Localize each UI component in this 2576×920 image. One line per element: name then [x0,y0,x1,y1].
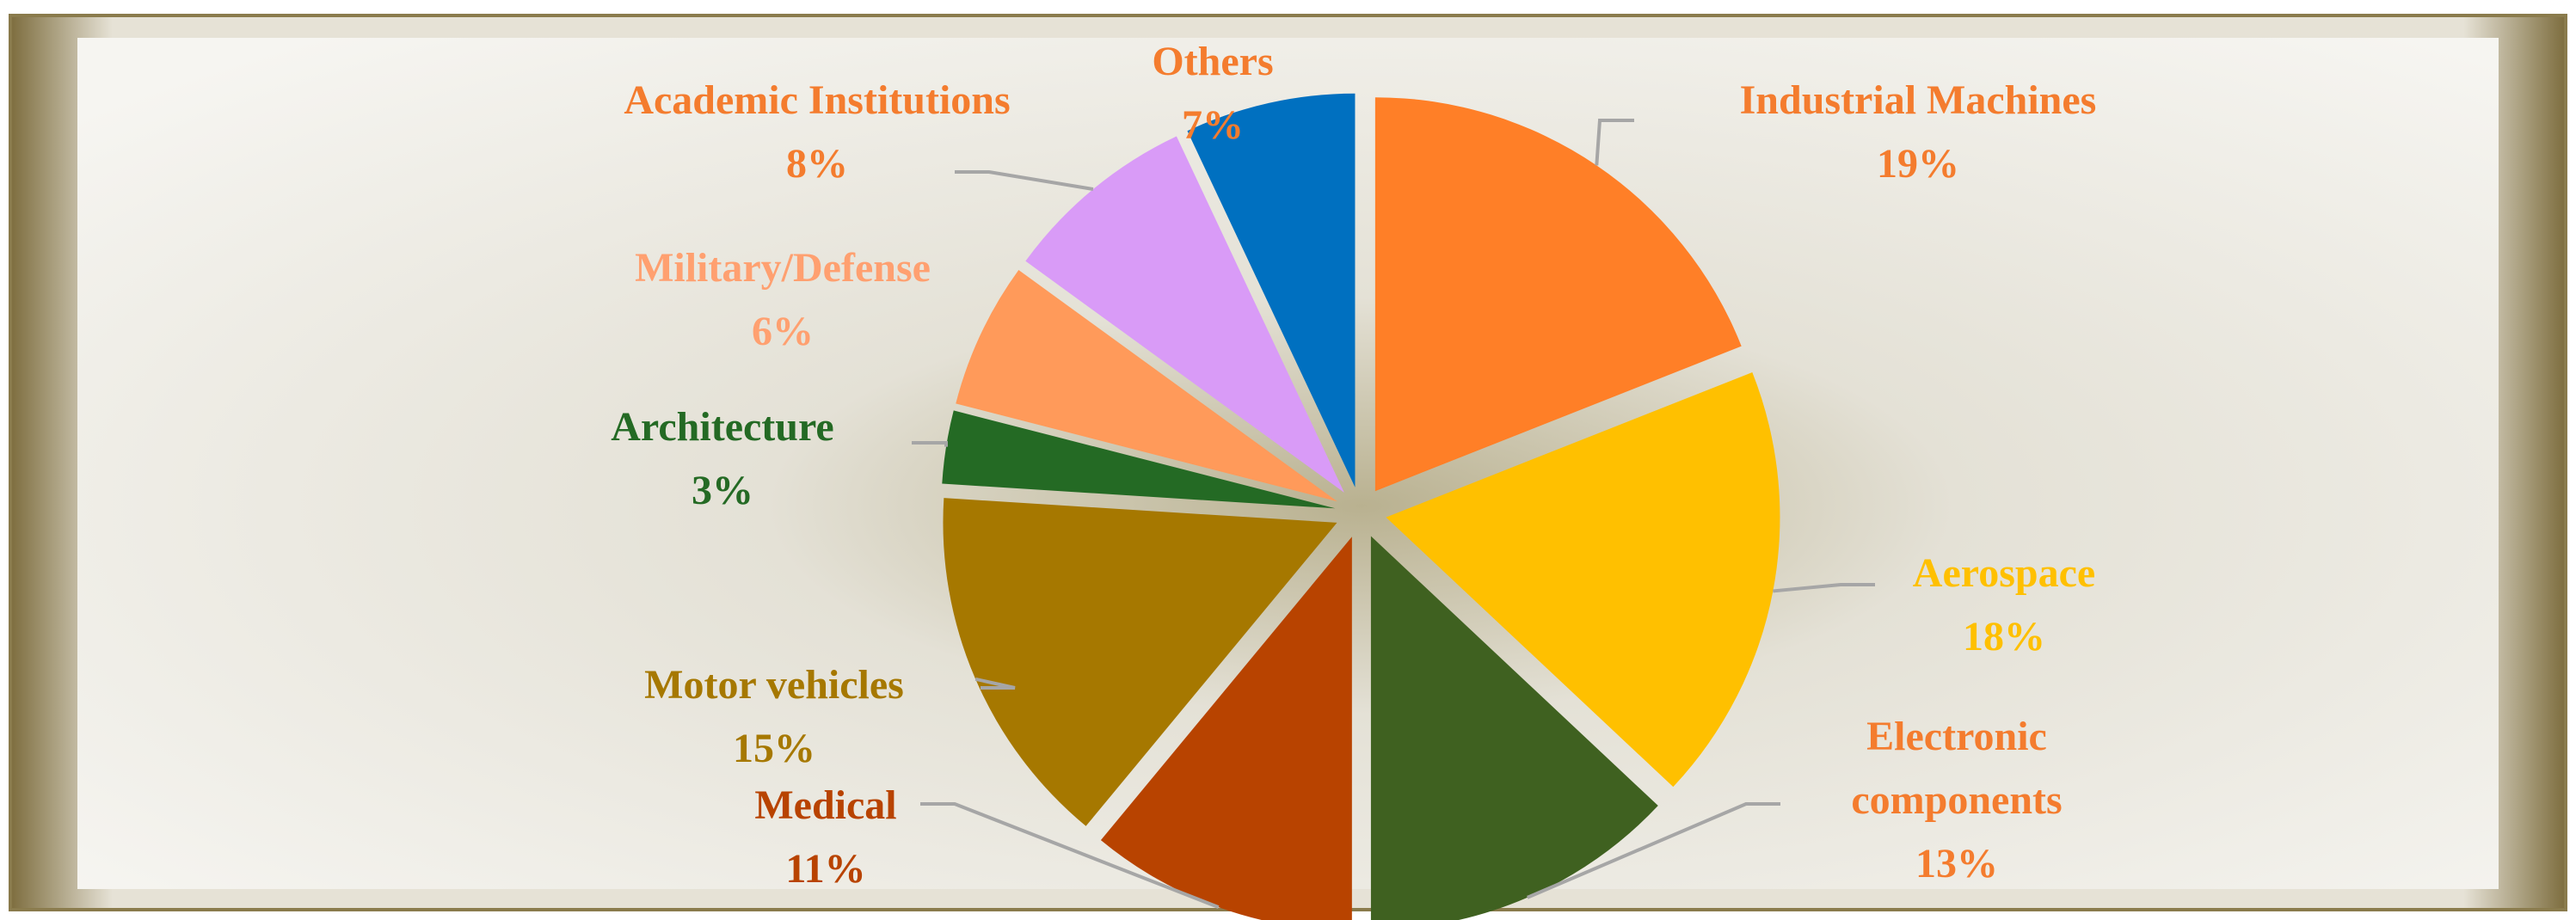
value-label: 11% [785,846,866,892]
slice [1187,93,1356,488]
data-label: Architecture 3% [533,396,912,523]
category-name: Motor vehicles [644,662,904,708]
data-label: Industrial Machines 19% [1617,69,2219,196]
value-label: 15% [733,726,815,771]
category-name: Architecture [611,404,834,450]
leader-line [1595,119,1634,166]
category-name: Academic Institutions [624,77,1011,123]
leader-line [1773,583,1875,593]
data-label: Medical 11% [671,774,981,901]
value-label: 13% [1915,841,1998,886]
leader-line [920,802,1220,910]
leader-line [955,170,1094,191]
data-label: Aerospace 18% [1841,542,2167,669]
data-label: Academic Institutions 8% [602,69,1032,196]
leader-line [974,677,1016,690]
category-name: Others [1152,39,1274,84]
leader-line [912,441,949,447]
slice [1025,136,1344,493]
data-label: Motor vehicles 15% [568,653,981,781]
value-label: 7% [1182,102,1244,148]
data-label: Military/Defense 6% [550,236,1015,364]
data-label: Electronic components 13% [1763,705,2150,896]
category-name: Electronic components [1851,714,2063,823]
category-name: Industrial Machines [1739,77,2097,123]
value-label: 18% [1963,614,2045,659]
slice [1370,536,1658,920]
category-name: Military/Defense [635,245,931,291]
slice [943,498,1337,826]
category-name: Aerospace [1912,550,2096,596]
slice [956,270,1337,502]
pie [912,93,1875,920]
value-label: 19% [1877,141,1959,187]
slice [1386,372,1780,788]
slice [942,410,1336,509]
category-name: Medical [754,782,897,828]
leader-line [1527,802,1780,899]
value-label: 3% [692,468,753,513]
slice [1374,97,1742,492]
data-label: Others 7% [1041,30,1385,157]
value-label: 6% [752,309,814,354]
slice [1100,537,1352,920]
value-label: 8% [786,141,848,187]
